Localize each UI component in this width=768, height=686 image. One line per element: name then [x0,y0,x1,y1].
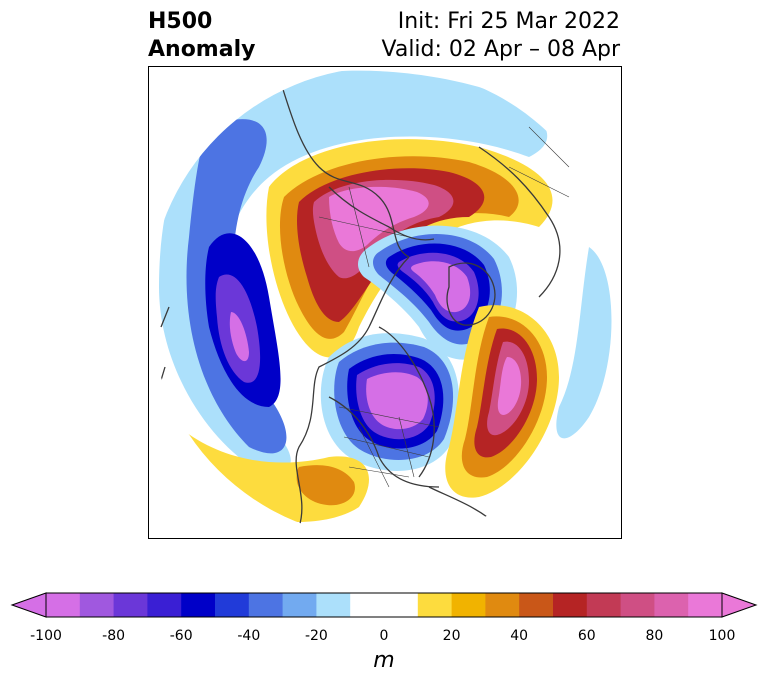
anomaly-pos-core-region [497,357,522,415]
forecast-dates: Init: Fri 25 Mar 2022 Valid: 02 Apr – 08… [382,8,621,64]
init-date: Init: Fri 25 Mar 2022 [397,9,620,34]
anomaly-neg-core-region [229,312,249,362]
colorbar-bin [485,593,520,617]
anomaly-neg-core-region [411,261,471,313]
colorbar-extend-high [721,592,758,618]
colorbar-bin [282,593,317,617]
map-title: H500 Anomaly [148,8,255,64]
colorbar-bin [654,593,689,617]
anomaly-contours [149,67,621,538]
colorbar-tick-label: 40 [510,628,529,644]
colorbar-tick-label: 100 [708,628,736,644]
colorbar-bin [688,593,723,617]
colorbar-bin [147,593,182,617]
colorbar-tick-label: -60 [169,628,193,644]
colorbar-bin [46,593,81,617]
valid-range: Valid: 02 Apr – 08 Apr [381,37,621,62]
anomaly-pos-core-region [329,186,429,252]
colorbar [10,592,758,618]
colorbar-tick-label: 60 [577,628,596,644]
colorbar-bin [113,593,148,617]
colorbar-bin [553,593,588,617]
colorbar-bin [316,593,351,617]
colorbar-bin [215,593,250,617]
colorbar-tick-label: -80 [102,628,126,644]
title-line-1: H500 [148,9,213,34]
colorbar-bin [79,593,115,617]
anomaly-neg-mid-region [186,119,287,454]
colorbar-tick-label: -20 [304,628,328,644]
colorbar-bin [620,593,655,617]
colorbar-tick-label: -40 [237,628,261,644]
colorbar-bin [417,593,453,617]
borders [318,126,570,488]
anomaly-neg-light-region [159,70,548,477]
anomaly-pos-mid-region [296,465,355,506]
colorbar-tick-label: 80 [645,628,664,644]
colorbar-bin [181,593,216,617]
anomaly-map-canvas [149,67,621,538]
anomaly-neg-core-region [366,372,428,430]
anomaly-map [148,66,622,539]
colorbar-bin [384,593,419,617]
colorbar-tick-label: -100 [30,628,62,644]
anomaly-neg-light-region [556,247,612,439]
colorbar-bin [586,593,622,617]
colorbar-bin [248,593,284,617]
colorbar-tick-label: 0 [379,628,389,644]
colorbar-tick-label: 20 [442,628,461,644]
colorbar-extend-low [10,592,47,618]
colorbar-unit: m [373,648,395,673]
colorbar-bins [46,593,723,617]
colorbar-bin [519,593,554,617]
colorbar-bin [350,593,385,617]
colorbar-bin [451,593,486,617]
title-line-2: Anomaly [148,37,256,62]
